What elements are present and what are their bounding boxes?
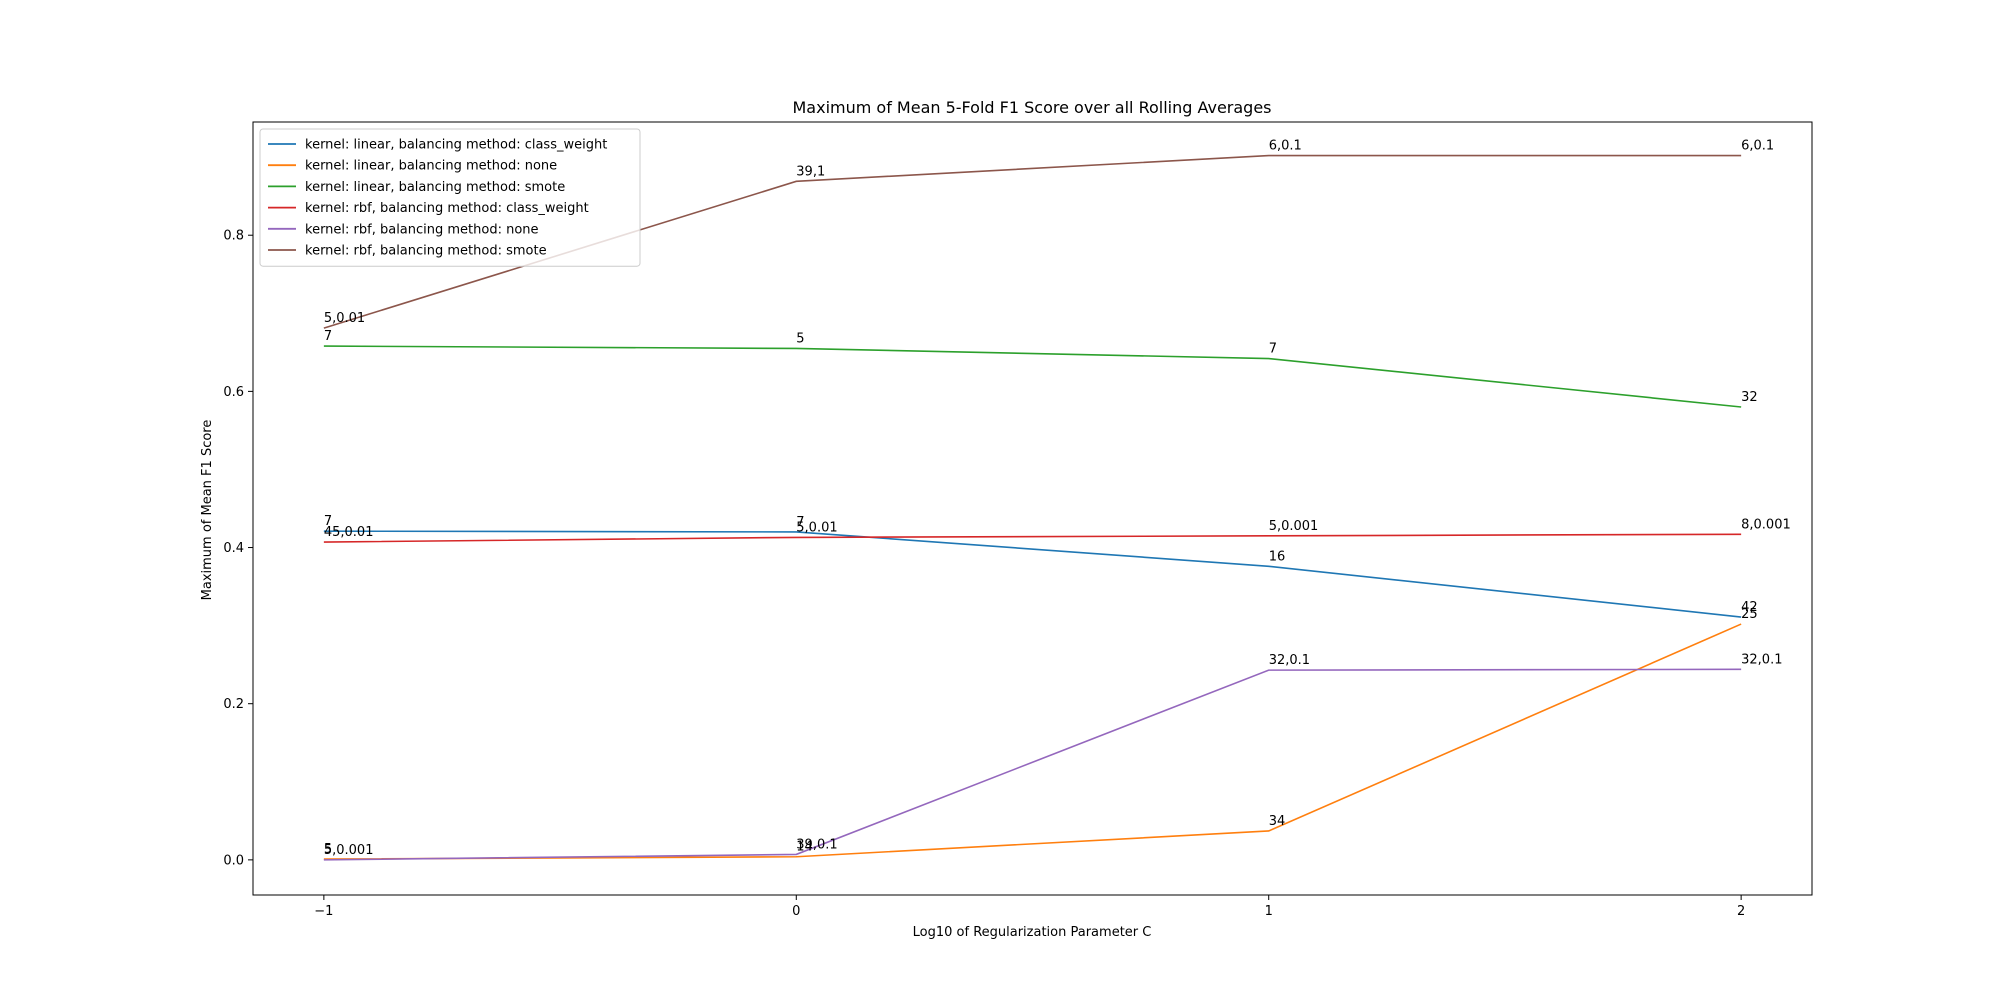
point-label: 25 — [1741, 607, 1758, 622]
point-label: 14 — [796, 840, 813, 855]
point-label: 34 — [1269, 814, 1286, 829]
y-tick-label: 0.8 — [223, 229, 244, 244]
point-label: 6,0.1 — [1269, 139, 1302, 154]
x-tick-label: 0 — [792, 904, 800, 919]
series-line — [323, 530, 1742, 618]
y-tick-label: 0.4 — [223, 541, 244, 556]
point-labels: 7 7 16 42 5 14 34 25 7 5 7 32 45,0.01 5,0.01 5,0.001 8,… — [324, 139, 1791, 858]
legend-entry: kernel: rbf, balancing method: class_wei… — [305, 201, 589, 216]
y-tick-label: 0.2 — [223, 697, 244, 712]
x-tick-label: 2 — [1737, 904, 1745, 919]
series-line — [323, 533, 1742, 543]
legend: kernel: linear, balancing method: class_… — [259, 128, 641, 267]
point-label: 5,0.001 — [1269, 519, 1319, 534]
point-label: 5,0.01 — [796, 520, 837, 535]
y-axis-label: Maximum of Mean F1 Score — [200, 420, 215, 601]
legend-entry: kernel: linear, balancing method: smote — [305, 180, 565, 195]
x-tick-label: −1 — [314, 904, 333, 919]
legend-box — [259, 128, 641, 267]
point-label: 5,0.01 — [324, 311, 365, 326]
point-label: 6,0.1 — [1741, 139, 1774, 154]
point-label: 5 — [324, 842, 332, 857]
point-label: 32,0.1 — [1741, 652, 1782, 667]
series-line — [323, 345, 1742, 408]
point-label: 7 — [324, 514, 332, 529]
point-label: 45,0.01 — [324, 525, 374, 540]
legend-entry: kernel: linear, balancing method: class_… — [305, 138, 607, 153]
axis-ticks: −1 0 1 2 0.0 0.2 0.4 0.6 0.8 — [223, 229, 1745, 919]
point-label: 32 — [1741, 390, 1758, 405]
point-label: 39,1 — [796, 164, 825, 179]
x-tick-label: 1 — [1265, 904, 1273, 919]
series-line — [323, 668, 1742, 861]
point-label: 7 — [796, 515, 804, 530]
legend-entry: kernel: rbf, balancing method: none — [305, 222, 539, 237]
chart-title: Maximum of Mean 5-Fold F1 Score over all… — [792, 98, 1271, 117]
point-label: 7 — [324, 329, 332, 344]
legend-entry: kernel: linear, balancing method: none — [305, 159, 557, 174]
point-label: 5,0.001 — [324, 843, 374, 858]
point-label: 42 — [1741, 600, 1758, 615]
x-axis-label: Log10 of Regularization Parameter C — [913, 925, 1152, 940]
series-lines — [323, 154, 1742, 861]
point-label: 5 — [796, 331, 804, 346]
point-label: 8,0.001 — [1741, 517, 1791, 532]
y-tick-label: 0.0 — [223, 853, 244, 868]
series-line — [323, 623, 1742, 860]
point-label: 16 — [1269, 549, 1286, 564]
point-label: 7 — [1269, 342, 1277, 357]
point-label: 32,0.1 — [1269, 653, 1310, 668]
legend-entry: kernel: rbf, balancing method: smote — [305, 244, 547, 259]
point-label: 39,0.1 — [796, 837, 837, 852]
y-tick-label: 0.6 — [223, 385, 244, 400]
plot-frame — [252, 121, 1813, 896]
